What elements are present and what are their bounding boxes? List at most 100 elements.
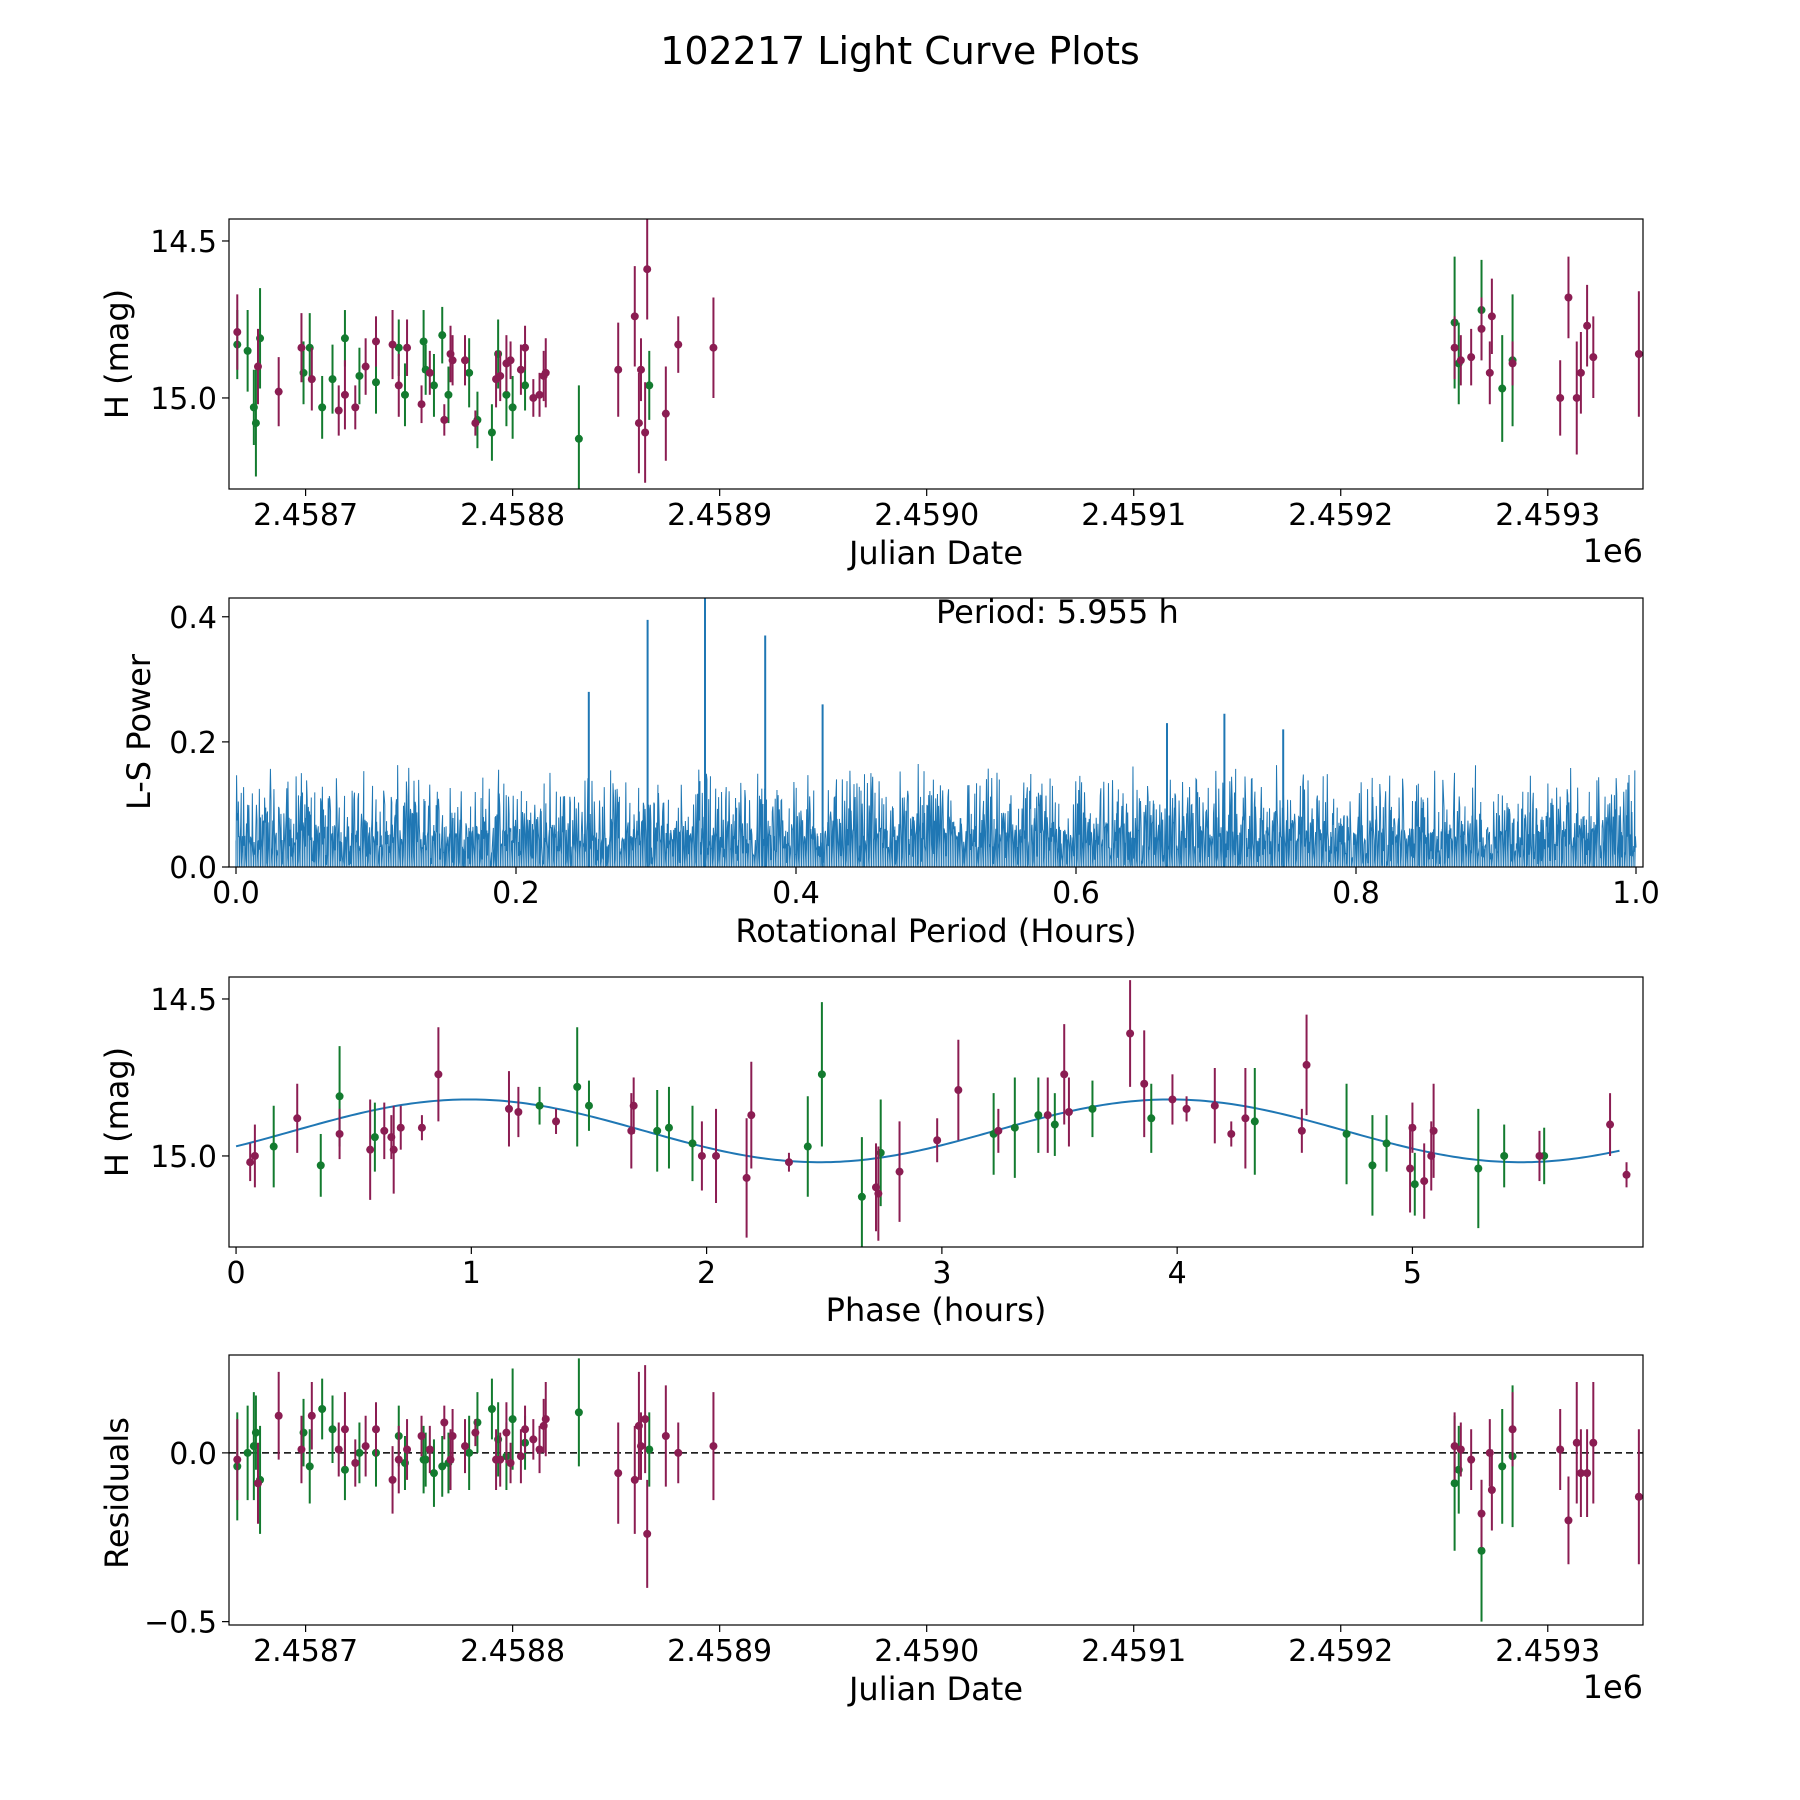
- green-data-point: [574, 1408, 583, 1417]
- magenta-data-point: [1564, 1516, 1573, 1525]
- magenta-data-point: [514, 1108, 523, 1116]
- magenta-data-point: [674, 340, 683, 349]
- magenta-data-point: [1485, 368, 1494, 377]
- magenta-data-point: [371, 337, 380, 346]
- green-data-point: [1500, 1151, 1509, 1160]
- panel-residuals-frame: [228, 1354, 1644, 1626]
- panel-light-curve-xlabel: Julian Date: [847, 534, 1023, 572]
- magenta-data-point: [1168, 1095, 1177, 1104]
- magenta-data-point: [307, 375, 316, 384]
- green-data-point: [370, 1133, 379, 1142]
- green-data-point: [1474, 1164, 1483, 1173]
- x-tick-label: 2.4590: [874, 1634, 979, 1669]
- green-data-point: [803, 1142, 812, 1151]
- x-tick-label: 2.4589: [667, 1634, 772, 1669]
- panel-phased-ticks: 0 1 2 3 4 5 15.0 14.5: [150, 983, 1422, 1291]
- magenta-data-point: [502, 1428, 511, 1437]
- green-data-point: [645, 1445, 654, 1454]
- green-data-point: [487, 1405, 496, 1413]
- magenta-data-point: [709, 1442, 718, 1451]
- magenta-data-point: [297, 343, 306, 352]
- green-data-point: [1250, 1117, 1259, 1126]
- green-data-point: [535, 1101, 544, 1110]
- magenta-data-point: [448, 1432, 457, 1440]
- green-data-point: [508, 1415, 517, 1424]
- magenta-data-point: [389, 1145, 398, 1154]
- panel-light-curve-plot-area: [233, 219, 1643, 489]
- x-tick-label: 0.0: [212, 876, 260, 911]
- green-data-point: [335, 1092, 344, 1101]
- green-data-point: [419, 337, 428, 346]
- magenta-data-point: [636, 365, 645, 374]
- magenta-data-point: [742, 1173, 751, 1182]
- green-data-point: [508, 403, 517, 412]
- magenta-data-point: [1241, 1114, 1250, 1123]
- magenta-data-point: [340, 1425, 349, 1434]
- y-tick-label: 0.0: [169, 1437, 217, 1472]
- green-data-point: [1010, 1123, 1019, 1132]
- green-data-point: [438, 1462, 447, 1471]
- panel-residuals-marks: [229, 1358, 1643, 1622]
- green-data-point: [371, 378, 380, 387]
- y-tick-label: 15.0: [150, 382, 217, 417]
- green-data-point: [645, 381, 654, 390]
- magenta-data-point: [630, 1475, 639, 1484]
- magenta-data-point: [253, 1479, 262, 1488]
- magenta-data-point: [1589, 1438, 1598, 1447]
- magenta-data-point: [351, 1459, 360, 1467]
- green-data-point: [328, 375, 337, 384]
- magenta-data-point: [674, 1448, 683, 1457]
- magenta-data-point: [641, 1415, 650, 1424]
- magenta-data-point: [1634, 1492, 1643, 1501]
- y-tick-label: 0.4: [169, 601, 217, 636]
- magenta-data-point: [1477, 324, 1486, 333]
- green-data-point: [521, 381, 530, 390]
- x-tick-label: 5: [1403, 1256, 1422, 1291]
- magenta-data-point: [784, 1158, 793, 1167]
- magenta-data-point: [471, 419, 480, 428]
- green-data-point: [429, 1469, 438, 1478]
- magenta-data-point: [417, 1123, 426, 1132]
- x-tick-label: 4: [1168, 1256, 1187, 1291]
- y-tick-label: 15.0: [150, 1140, 217, 1175]
- magenta-data-point: [361, 1442, 370, 1451]
- magenta-data-point: [340, 390, 349, 399]
- magenta-data-point: [643, 1529, 652, 1538]
- magenta-data-point: [1140, 1079, 1149, 1088]
- magenta-data-point: [1572, 1438, 1581, 1447]
- x-tick-label: 3: [932, 1256, 951, 1291]
- magenta-data-point: [1429, 1126, 1438, 1135]
- y-tick-label: 0.2: [169, 726, 217, 761]
- magenta-data-point: [425, 368, 434, 377]
- magenta-data-point: [614, 1469, 623, 1478]
- x-tick-label: 0.4: [772, 876, 820, 911]
- green-data-point: [1498, 384, 1507, 393]
- green-data-point: [316, 1161, 325, 1170]
- magenta-data-point: [1583, 321, 1592, 330]
- magenta-data-point: [496, 371, 505, 380]
- magenta-data-point: [380, 1126, 389, 1135]
- magenta-data-point: [394, 381, 403, 390]
- x-tick-label: 2.4588: [460, 1634, 565, 1669]
- magenta-data-point: [1064, 1108, 1073, 1116]
- green-data-point: [1477, 1546, 1486, 1555]
- magenta-data-point: [1556, 393, 1565, 402]
- magenta-data-point: [506, 356, 515, 365]
- green-data-point: [438, 331, 447, 340]
- magenta-data-point: [366, 1145, 375, 1154]
- magenta-data-point: [643, 265, 652, 274]
- magenta-data-point: [1182, 1104, 1191, 1113]
- magenta-data-point: [535, 390, 544, 399]
- magenta-data-point: [1297, 1126, 1306, 1135]
- green-data-point: [688, 1139, 697, 1148]
- figure-title: 102217 Light Curve Plots: [660, 29, 1140, 73]
- green-data-point: [487, 428, 496, 437]
- green-data-point: [269, 1142, 278, 1151]
- magenta-data-point: [1302, 1060, 1311, 1069]
- magenta-data-point: [1043, 1111, 1052, 1120]
- green-data-point: [1368, 1161, 1377, 1170]
- magenta-data-point: [1564, 293, 1573, 302]
- magenta-data-point: [396, 1123, 405, 1132]
- magenta-data-point: [335, 1129, 344, 1138]
- magenta-data-point: [1420, 1177, 1429, 1186]
